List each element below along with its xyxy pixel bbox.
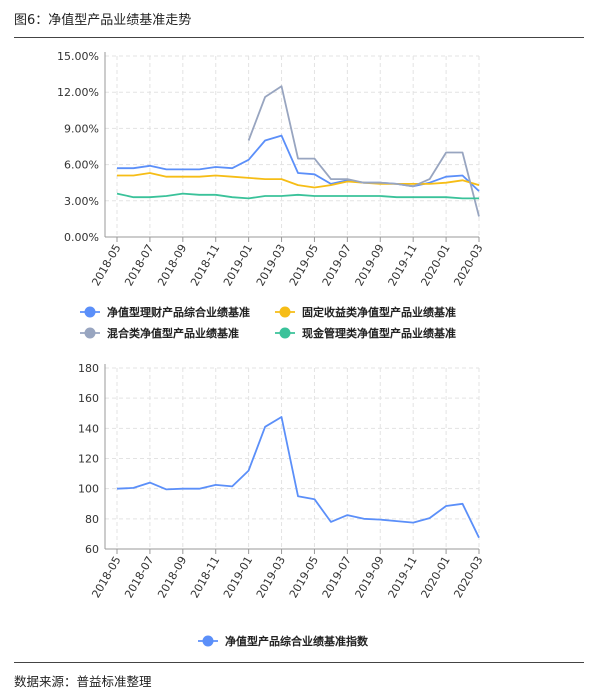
chart1-y-tick-label: 12.00% (57, 86, 99, 99)
chart1-y-tick-label: 6.00% (64, 159, 99, 172)
chart1-legend-label: 净值型理财产品综合业绩基准 (107, 305, 250, 319)
chart1-x-tick-label: 2020-01 (418, 242, 452, 288)
chart2-y-tick-label: 100 (78, 483, 99, 496)
chart2-y-tick-label: 120 (78, 453, 99, 466)
chart1-x-tick-label: 2018-05 (89, 242, 123, 288)
chart1-x-tick-label: 2019-07 (320, 242, 354, 288)
chart1-legend-marker (279, 306, 291, 318)
chart2-x-tick-label: 2019-11 (386, 554, 420, 600)
chart2-x-tick-label: 2018-11 (188, 554, 222, 600)
chart2-series-line-1 (116, 416, 480, 539)
chart1-x-tick-label: 2018-09 (155, 242, 189, 288)
chart1-x-tick-label: 2018-11 (188, 242, 222, 288)
chart2-y-tick-label: 80 (85, 513, 99, 526)
chart1-y-tick-label: 15.00% (57, 50, 99, 63)
chart1-legend-marker (84, 327, 96, 339)
chart1-x-tick-label: 2019-01 (221, 242, 255, 288)
chart2-x-tick-label: 2019-05 (287, 554, 321, 600)
chart2-x-tick-label: 2019-07 (320, 554, 354, 600)
chart1-legend-label: 混合类净值型产品业绩基准 (107, 326, 239, 340)
chart2-y-tick-label: 140 (78, 422, 99, 435)
chart1-series-line-3 (247, 85, 480, 217)
chart2-x-tick-label: 2018-07 (122, 554, 156, 600)
chart1-legend-marker (84, 306, 96, 318)
chart1-x-tick-label: 2018-07 (122, 242, 156, 288)
figure-title: 图6：净值型产品业绩基准走势 (14, 13, 192, 28)
chart2-x-tick-label: 2020-01 (418, 554, 452, 600)
chart2-x-tick-label: 2019-01 (221, 554, 255, 600)
chart2-y-tick-label: 180 (78, 362, 99, 375)
chart1-legend-label: 固定收益类净值型产品业绩基准 (302, 305, 456, 319)
chart1-y-tick-label: 0.00% (64, 231, 99, 244)
chart1-x-tick-label: 2019-03 (254, 242, 288, 288)
chart1-series-line-1 (117, 134, 480, 192)
chart2-legend-marker (202, 635, 214, 647)
chart2-legend-label: 净值型产品综合业绩基准指数 (225, 634, 369, 648)
chart2-x-tick-label: 2018-05 (89, 554, 123, 600)
top-rule (14, 37, 584, 38)
chart2-x-tick-label: 2019-03 (254, 554, 288, 600)
chart1-series-line-4 (116, 192, 479, 200)
chart1-series-line-2 (117, 172, 480, 189)
chart1-legend-label: 现金管理类净值型产品业绩基准 (302, 326, 456, 340)
chart1-x-tick-label: 2019-05 (287, 242, 321, 288)
chart2-x-tick-label: 2018-09 (155, 554, 189, 600)
chart1-x-tick-label: 2019-11 (386, 242, 420, 288)
chart1-legend-marker (279, 327, 291, 339)
chart1-x-tick-label: 2020-03 (451, 242, 485, 288)
chart2-y-tick-label: 160 (78, 392, 99, 405)
chart2-x-tick-label: 2019-09 (353, 554, 387, 600)
chart1-x-tick-label: 2019-09 (353, 242, 387, 288)
data-source-note: 数据来源：普益标准整理 (14, 674, 152, 689)
bottom-rule (14, 662, 584, 663)
chart2-y-tick-label: 60 (85, 543, 99, 556)
chart1-y-tick-label: 9.00% (64, 122, 99, 135)
chart1-y-tick-label: 3.00% (64, 195, 99, 208)
chart2-x-tick-label: 2020-03 (451, 554, 485, 600)
